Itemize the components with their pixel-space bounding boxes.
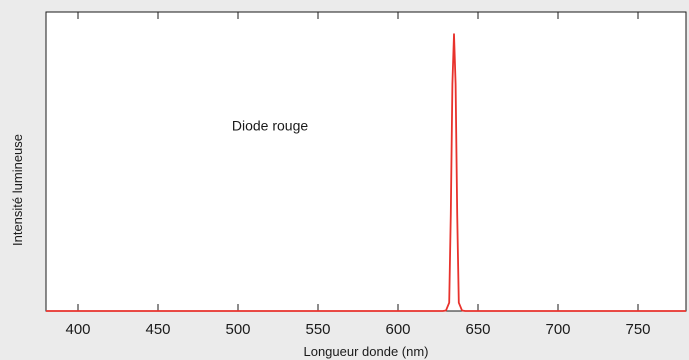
x-axis-label: Longueur donde (nm) [303, 344, 428, 359]
plot-area [45, 11, 687, 312]
y-axis-label: Intensité lumineuse [10, 134, 25, 246]
x-tick-label-750: 750 [625, 321, 650, 338]
x-tick-label-600: 600 [385, 321, 410, 338]
x-tick-label-550: 550 [305, 321, 330, 338]
x-tick-label-650: 650 [465, 321, 490, 338]
x-tick-label-400: 400 [65, 321, 90, 338]
series-line-0 [46, 33, 686, 312]
series-layer [46, 33, 686, 312]
x-tick-label-700: 700 [545, 321, 570, 338]
annotation-diode-rouge: Diode rouge [232, 118, 308, 134]
x-tick-label-450: 450 [145, 321, 170, 338]
axis-ticks [77, 12, 639, 311]
x-tick-labels: 400 450 500 550 600 650 700 750 [65, 321, 650, 338]
x-tick-label-500: 500 [225, 321, 250, 338]
